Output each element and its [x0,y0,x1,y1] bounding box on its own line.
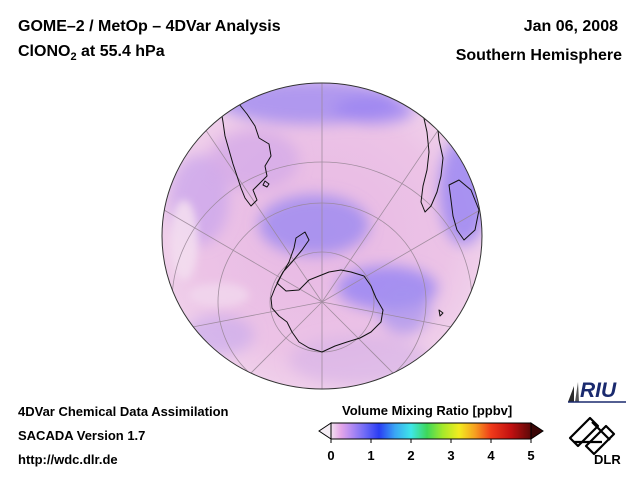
footer-line2: SACADA Version 1.7 [18,428,146,443]
colorbar-gradient [330,422,532,440]
hemisphere-label: Southern Hemisphere [455,47,622,64]
coastline-south-america [220,99,272,207]
tick-label-1: 1 [367,448,375,463]
species-subscript: 2 [70,51,77,64]
tick-label-2: 2 [407,448,415,463]
colorbar-title: Volume Mixing Ratio [ppbv] [342,403,513,418]
tick-label-5: 5 [527,448,535,463]
dlr-logo: DLR [568,416,621,467]
title-line1: GOME–2 / MetOp – 4DVar Analysis [18,18,281,35]
tick-label-0: 0 [327,448,335,463]
analysis-date: Jan 06, 2008 [523,18,618,35]
dlr-logo-text: DLR [594,452,621,467]
concentration-field [169,83,482,385]
coastline-islands [262,180,444,317]
level-text: at 55.4 hPa [76,43,165,60]
tick-label-3: 3 [447,448,455,463]
colorbar-tick-marks [330,439,532,443]
riu-logo: RIU [568,379,626,403]
colorbar-max-arrow [530,422,544,440]
colorbar-min-arrow [318,422,332,440]
species-name: ClONO [18,43,71,60]
globe-outline [161,82,483,390]
riu-logo-text: RIU [580,379,617,402]
coastline-antarctica [270,231,384,353]
hemisphere-map [161,82,483,390]
title-species-level: ClONO2 at 55.4 hPa [18,43,165,63]
coastline-australia [448,179,480,241]
colorbar [318,422,544,443]
tick-label-4: 4 [487,448,495,463]
footer-url: http://wdc.dlr.de [18,452,118,467]
footer-line1: 4DVar Chemical Data Assimilation [18,404,229,419]
